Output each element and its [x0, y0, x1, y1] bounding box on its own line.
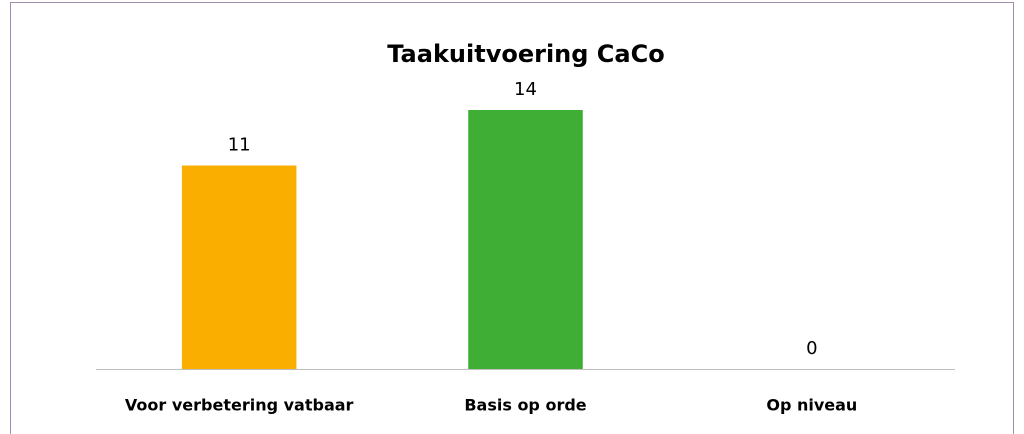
x-tick-label: Op niveau [766, 396, 857, 415]
x-tick-label: Basis op orde [464, 396, 586, 415]
chart-title: Taakuitvoering CaCo [387, 40, 664, 68]
x-tick-label: Voor verbetering vatbaar [125, 396, 354, 415]
value-label: 0 [806, 338, 817, 359]
value-label: 14 [514, 79, 537, 100]
bar [468, 110, 583, 369]
value-label: 11 [228, 135, 251, 156]
bar [181, 165, 297, 369]
